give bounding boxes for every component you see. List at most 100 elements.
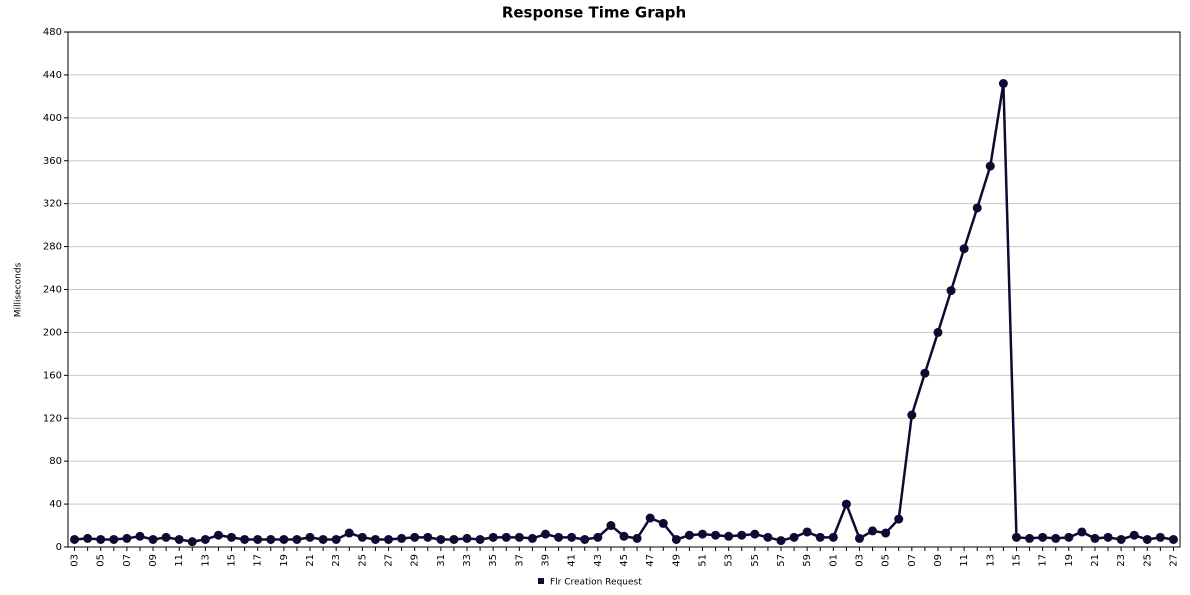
data-point <box>881 528 891 538</box>
data-point <box>436 534 446 544</box>
x-tick-label: 23 <box>331 554 342 567</box>
x-tick-label: 53 <box>724 554 735 567</box>
x-tick-label: 09 <box>933 554 944 567</box>
data-point <box>567 532 577 542</box>
x-tick-label: 47 <box>645 554 656 567</box>
x-tick-label: 17 <box>253 554 264 567</box>
x-tick-label: 09 <box>148 554 159 567</box>
x-tick-label: 29 <box>410 554 421 567</box>
data-point <box>671 534 681 544</box>
data-point <box>266 534 276 544</box>
y-axis-label: Milliseconds <box>14 262 24 317</box>
data-point <box>1064 532 1074 542</box>
x-tick-label: 13 <box>985 554 996 567</box>
x-tick-label: 45 <box>619 554 630 567</box>
data-point <box>619 531 629 541</box>
data-point <box>894 514 904 524</box>
data-point <box>227 532 237 542</box>
data-point <box>724 531 734 541</box>
data-point <box>83 533 93 543</box>
data-point <box>410 532 420 542</box>
data-point <box>1129 530 1139 540</box>
data-point <box>462 533 472 543</box>
data-point <box>985 161 995 171</box>
data-point <box>305 532 315 542</box>
y-tick-label: 120 <box>43 413 62 424</box>
data-point <box>514 532 524 542</box>
x-tick-label: 11 <box>174 554 185 567</box>
data-point <box>449 534 459 544</box>
x-tick-label: 51 <box>697 554 708 567</box>
data-point <box>1025 533 1035 543</box>
x-tick-label: 19 <box>1064 554 1075 567</box>
x-tick-label: 31 <box>436 554 447 567</box>
data-point <box>1077 527 1087 537</box>
data-point <box>828 532 838 542</box>
data-point <box>946 286 956 296</box>
data-point <box>998 79 1008 88</box>
data-point <box>554 532 564 542</box>
data-point <box>959 244 969 254</box>
data-point <box>1051 533 1061 543</box>
y-tick-label: 0 <box>56 542 62 553</box>
data-point <box>318 534 328 544</box>
data-point <box>868 526 878 536</box>
y-tick-label: 160 <box>43 370 62 381</box>
data-point <box>541 529 551 539</box>
data-point <box>1090 533 1100 543</box>
x-tick-label: 43 <box>593 554 604 567</box>
data-point <box>658 518 668 528</box>
data-point <box>933 327 943 337</box>
x-tick-label: 25 <box>1142 554 1153 567</box>
x-tick-label: 49 <box>671 554 682 567</box>
data-point <box>1155 532 1165 542</box>
data-point <box>606 521 616 531</box>
data-point <box>815 532 825 542</box>
data-point <box>907 410 917 420</box>
y-tick-label: 280 <box>43 242 62 253</box>
x-tick-label: 15 <box>1011 554 1022 567</box>
data-point <box>135 531 145 541</box>
data-point <box>501 532 511 542</box>
x-tick-label: 07 <box>907 554 918 567</box>
x-tick-label: 13 <box>200 554 211 567</box>
data-point <box>292 534 302 544</box>
data-point <box>344 528 354 538</box>
data-point <box>122 533 132 543</box>
y-tick-label: 80 <box>49 456 62 467</box>
x-tick-label: 03 <box>70 554 81 567</box>
y-tick-label: 240 <box>43 285 62 296</box>
data-point <box>763 532 773 542</box>
y-tick-label: 40 <box>49 499 62 510</box>
data-point <box>331 534 341 544</box>
data-point <box>972 203 982 213</box>
data-point <box>1116 534 1126 544</box>
data-point <box>240 534 250 544</box>
x-tick-label: 35 <box>488 554 499 567</box>
data-point <box>802 527 812 537</box>
data-point <box>580 534 590 544</box>
y-tick-label: 440 <box>43 70 62 81</box>
data-point <box>96 534 106 544</box>
x-tick-label: 19 <box>279 554 290 567</box>
x-tick-label: 33 <box>462 554 473 567</box>
chart-title: Response Time Graph <box>502 4 686 22</box>
x-tick-label: 59 <box>802 554 813 567</box>
data-point <box>1142 534 1152 544</box>
data-point <box>213 530 223 540</box>
data-point <box>279 534 289 544</box>
data-point <box>109 534 119 544</box>
data-point <box>1011 532 1021 542</box>
data-point <box>423 532 433 542</box>
data-point <box>841 499 851 509</box>
x-tick-label: 21 <box>1090 554 1101 567</box>
data-point <box>1103 532 1113 542</box>
x-tick-label: 05 <box>881 554 892 567</box>
y-tick-label: 200 <box>43 327 62 338</box>
x-tick-label: 01 <box>828 554 839 567</box>
x-tick-label: 39 <box>541 554 552 567</box>
x-tick-label: 05 <box>96 554 107 567</box>
legend-label: Flr Creation Request <box>550 578 642 588</box>
data-point <box>737 530 747 540</box>
